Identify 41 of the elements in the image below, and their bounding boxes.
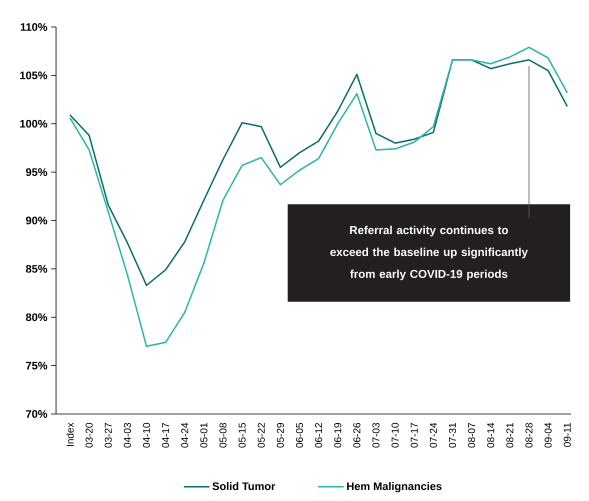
x-tick-label: 04-10 — [142, 422, 150, 448]
legend-label: Solid Tumor — [212, 482, 276, 490]
y-tick-label: 100% — [20, 120, 48, 128]
legend-label: Hem Malignancies — [347, 482, 442, 492]
x-tick-label: 06-05 — [296, 422, 304, 448]
x-tick-label: 05-01 — [200, 423, 208, 448]
line-series — [69, 46, 568, 348]
x-tick-label: 07-17 — [410, 423, 418, 448]
x-tick-label: 07-24 — [430, 422, 437, 448]
x-tick-label: 05-08 — [219, 422, 227, 448]
x-tick-label: 04-17 — [162, 423, 170, 448]
x-tick-label: 04-24 — [181, 422, 188, 448]
annotation: Referral activity continues to exceed the baseline up significantly from early COVID-19 periods — [330, 226, 528, 280]
x-tick-label: 09-04 — [544, 422, 552, 448]
x-tick-label: 05-22 — [258, 423, 265, 448]
y-tick-label: 80% — [26, 313, 48, 322]
y-tick-label: 75% — [26, 362, 48, 370]
x-tick-label: 09-11 — [564, 423, 571, 447]
y-tick-label: 90% — [26, 216, 48, 224]
x-tick-label: 04-03 — [124, 422, 131, 448]
x-tick-label: 08-21 — [506, 423, 514, 448]
x-tick-label: 03-20 — [86, 422, 93, 448]
line-series — [69, 59, 568, 286]
y-tick-label: 105% — [20, 72, 48, 80]
y-tick-label: 85% — [26, 265, 48, 273]
x-tick-label: 06-12 — [315, 423, 322, 448]
x-tick-label: 05-15 — [238, 422, 246, 448]
x-tick-label: Index — [66, 422, 74, 446]
x-tick-label: 08-28 — [525, 422, 532, 448]
x-tick-label: 06-19 — [334, 422, 342, 448]
x-tick-label: 03-27 — [104, 423, 112, 448]
x-tick-label: 06-26 — [353, 422, 360, 448]
y-tick-label: 95% — [26, 168, 48, 176]
x-tick-label: 08-07 — [468, 423, 476, 448]
y-tick-label: 110% — [20, 23, 48, 31]
y-tick-label: 70% — [26, 410, 48, 418]
x-tick-label: 07-03 — [372, 422, 380, 448]
x-tick-label: 08-14 — [487, 422, 494, 448]
x-tick-label: 07-31 — [448, 423, 456, 448]
x-tick-label: 07-10 — [392, 422, 399, 448]
x-tick-label: 05-29 — [276, 422, 284, 448]
